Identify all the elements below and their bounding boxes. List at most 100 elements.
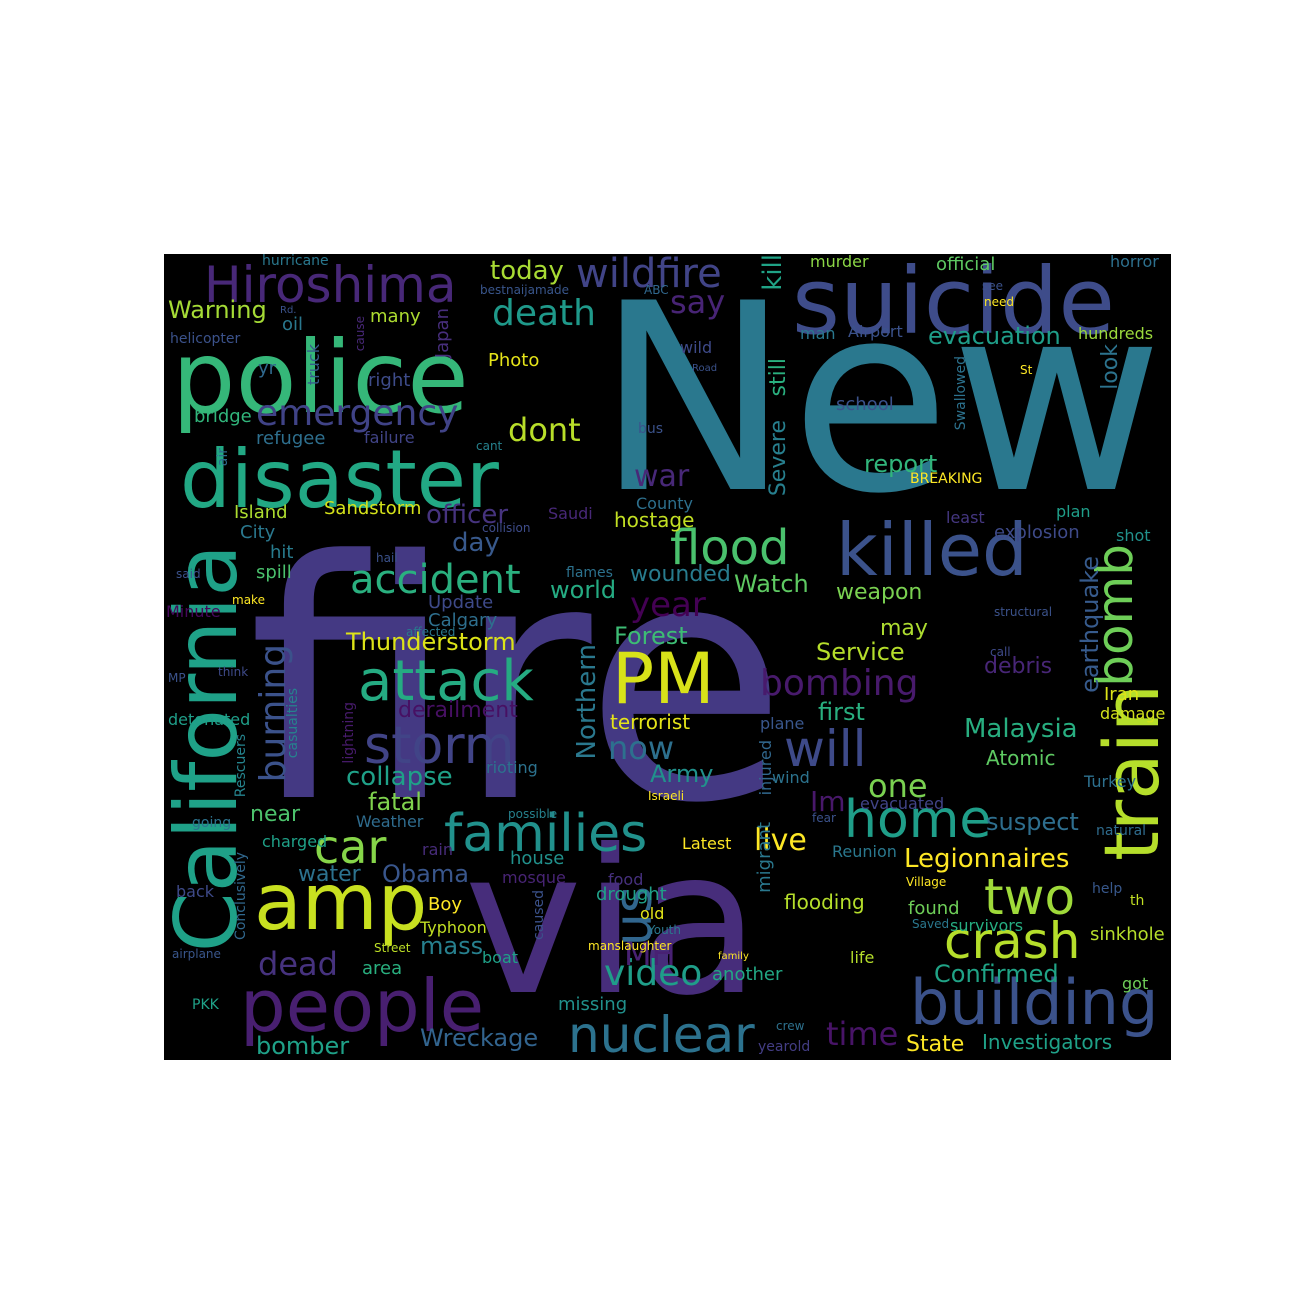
cloud-word-storm: storm [364, 716, 515, 776]
cloud-word-officer: officer [426, 500, 509, 530]
cloud-word-hail: hail [376, 551, 398, 565]
cloud-word-fire: fire [248, 491, 788, 875]
cloud-word-terrorist: terrorist [610, 710, 691, 734]
cloud-word-day: day [452, 528, 500, 558]
cloud-word-atomic: Atomic [986, 746, 1056, 770]
cloud-word-thunderstorm: Thunderstorm [346, 628, 516, 656]
cloud-word-area: area [362, 958, 403, 979]
cloud-word-island: Island [234, 502, 288, 523]
cloud-word-live: live [754, 823, 807, 858]
cloud-word-damage: damage [1100, 704, 1166, 723]
cloud-word-crash: crash [944, 912, 1081, 970]
cloud-word-cause: cause [353, 316, 367, 352]
cloud-word-saved: Saved [912, 917, 950, 931]
cloud-word-house: house [510, 848, 565, 869]
cloud-word-dont: dont [508, 411, 581, 449]
cloud-word-migrant: migrant [754, 822, 775, 893]
cloud-word-least: least [946, 508, 985, 527]
cloud-word-wind: wind [772, 768, 810, 787]
cloud-word-murder: murder [810, 254, 869, 271]
cloud-word-missing: missing [558, 994, 628, 1015]
cloud-word-photo: Photo [488, 350, 540, 371]
cloud-word-report: report [864, 450, 938, 478]
cloud-word-pm: PM [612, 638, 715, 720]
cloud-word-legionnaires: Legionnaires [904, 844, 1070, 874]
cloud-word-make: make [232, 593, 265, 607]
cloud-word-mosque: mosque [502, 868, 566, 887]
cloud-word-calgary: Calgary [428, 610, 498, 631]
cloud-word-survivors: survivors [950, 916, 1024, 935]
cloud-word-breaking: BREAKING [910, 471, 983, 487]
cloud-word-saudi: Saudi [548, 504, 593, 523]
cloud-word-car: car [314, 820, 387, 874]
cloud-word-st: St [1020, 363, 1033, 377]
cloud-word-flooding: flooding [784, 890, 865, 914]
cloud-word-collision: collision [482, 521, 531, 535]
cloud-word-world: world [550, 576, 617, 604]
cloud-word-malaysia: Malaysia [964, 714, 1078, 744]
cloud-word-bomber: bomber [256, 1032, 350, 1060]
cloud-word-killed: killed [836, 508, 1028, 592]
cloud-word-helicopter: helicopter [170, 331, 241, 347]
cloud-word-oil: oil [282, 314, 304, 335]
cloud-word-one: one [868, 767, 928, 805]
cloud-word-update: Update [428, 592, 494, 613]
cloud-word-air: air [215, 448, 231, 467]
cloud-word-state: State [906, 1032, 965, 1057]
cloud-word-japan: Japan [432, 308, 453, 359]
cloud-word-food: food [608, 870, 644, 889]
cloud-word-rioting: rioting [486, 758, 538, 777]
cloud-word-airport: Airport [848, 322, 903, 341]
cloud-word-im: Im [810, 785, 846, 818]
cloud-word-obama: Obama [382, 860, 469, 888]
cloud-word-drought: drought [596, 884, 667, 905]
cloud-word-lightning: lightning [341, 702, 357, 764]
cloud-word-wild: wild [680, 338, 713, 357]
cloud-word-mh: MH [624, 935, 676, 973]
cloud-word-yr: yr [258, 358, 277, 379]
cloud-word-call: call [990, 645, 1011, 659]
cloud-word-collapse: collapse [346, 762, 453, 792]
cloud-word-death: death [492, 293, 596, 334]
cloud-word-rain: rain [422, 840, 453, 859]
cloud-word-county: County [636, 494, 693, 513]
cloud-word-refugee: refugee [256, 428, 326, 449]
cloud-word-weapon: weapon [836, 580, 923, 605]
cloud-word-building: building [910, 966, 1159, 1039]
cloud-word-will: will [784, 720, 867, 778]
cloud-word-truck: truck [304, 344, 323, 386]
cloud-word-hurricane: hurricane [262, 254, 329, 269]
cloud-word-suspect: suspect [986, 808, 1079, 836]
cloud-word-mp: MP [168, 671, 186, 685]
cloud-word-water: water [298, 862, 361, 887]
cloud-word-debris: debris [984, 654, 1053, 679]
cloud-word-explosion: explosion [994, 522, 1080, 543]
cloud-word-sandstorm: Sandstorm [324, 498, 422, 519]
cloud-word-road: Road [692, 363, 718, 374]
cloud-word-abc: ABC [644, 283, 669, 297]
cloud-word-near: near [250, 802, 301, 827]
cloud-word-rescuers: Rescuers [233, 734, 249, 798]
cloud-word-rd-: Rd. [280, 305, 297, 316]
cloud-word-think: think [218, 665, 249, 679]
cloud-word-cant: cant [476, 439, 503, 453]
cloud-word-wreckage: Wreckage [420, 1024, 539, 1052]
cloud-word-old: old [640, 904, 665, 923]
cloud-word-via: via [464, 807, 761, 1040]
cloud-word-iran: Iran [1104, 684, 1140, 705]
cloud-word-plan: plan [1056, 502, 1091, 521]
cloud-word-horror: horror [1110, 254, 1159, 271]
cloud-word-weather: Weather [356, 812, 424, 831]
cloud-word-derailment: derailment [398, 698, 518, 723]
cloud-word-airplane: airplane [172, 947, 221, 961]
cloud-word-say: say [670, 283, 726, 321]
cloud-word-said: said [176, 567, 201, 581]
cloud-word-wildfire: wildfire [576, 254, 722, 297]
cloud-word-war: war [634, 459, 690, 494]
cloud-word-going: going [192, 815, 232, 831]
cloud-word-bestnaijamade: bestnaijamade [480, 283, 569, 297]
cloud-word-families: families [444, 804, 648, 864]
cloud-word-disaster: disaster [180, 433, 499, 526]
cloud-word-dead: dead [258, 945, 338, 983]
cloud-word-conclusively: Conclusively [233, 852, 249, 940]
